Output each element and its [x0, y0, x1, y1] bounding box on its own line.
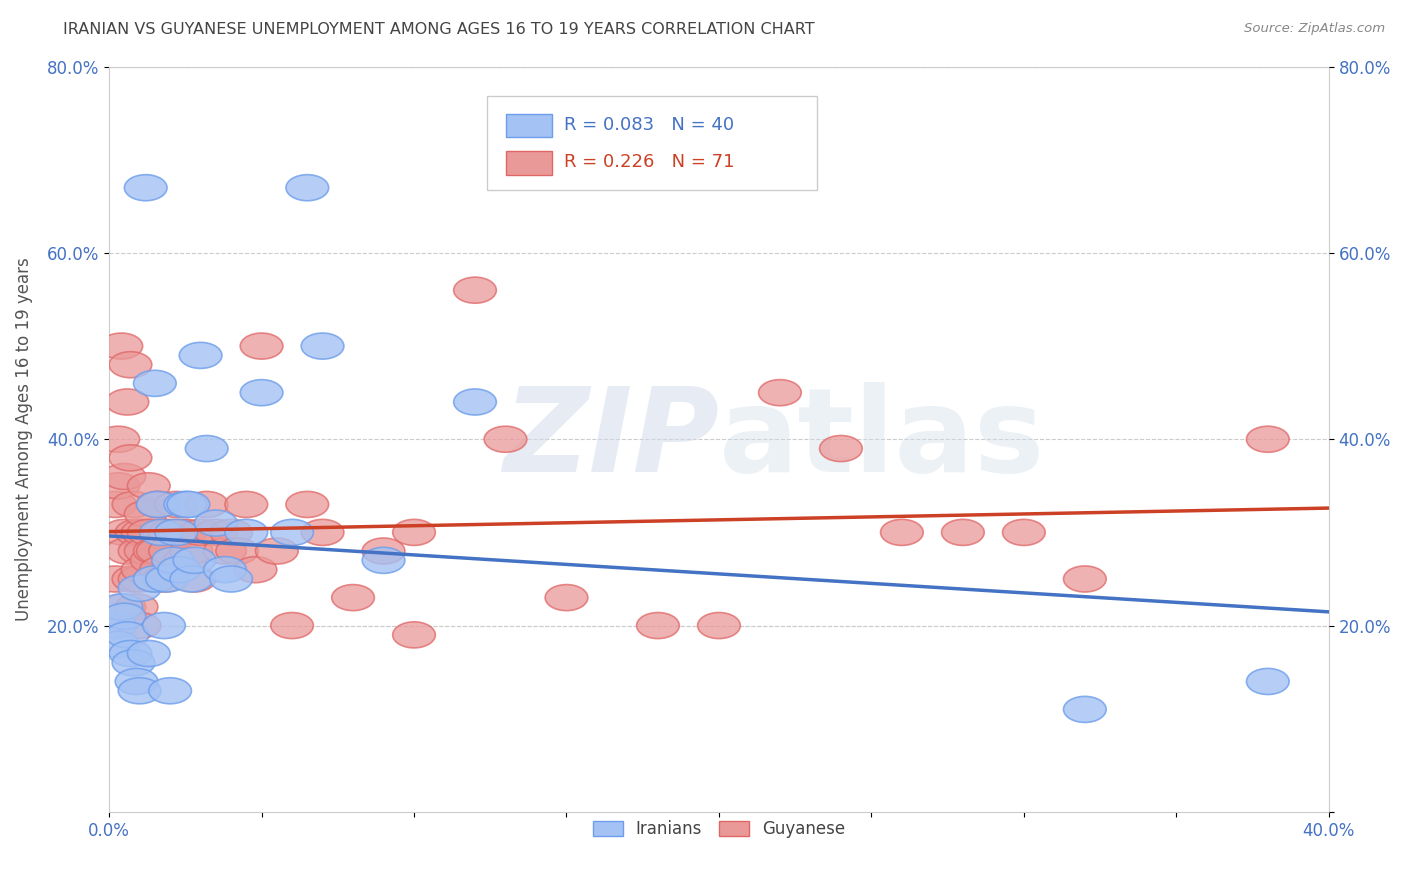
Text: R = 0.083   N = 40: R = 0.083 N = 40 [564, 116, 734, 134]
FancyBboxPatch shape [506, 113, 551, 137]
Text: Source: ZipAtlas.com: Source: ZipAtlas.com [1244, 22, 1385, 36]
Text: IRANIAN VS GUYANESE UNEMPLOYMENT AMONG AGES 16 TO 19 YEARS CORRELATION CHART: IRANIAN VS GUYANESE UNEMPLOYMENT AMONG A… [63, 22, 815, 37]
FancyBboxPatch shape [488, 96, 817, 190]
Text: atlas: atlas [718, 382, 1045, 497]
Y-axis label: Unemployment Among Ages 16 to 19 years: Unemployment Among Ages 16 to 19 years [15, 258, 32, 621]
Text: ZIP: ZIP [503, 382, 718, 497]
FancyBboxPatch shape [506, 151, 551, 175]
Text: R = 0.226   N = 71: R = 0.226 N = 71 [564, 153, 734, 171]
Legend: Iranians, Guyanese: Iranians, Guyanese [586, 814, 852, 845]
